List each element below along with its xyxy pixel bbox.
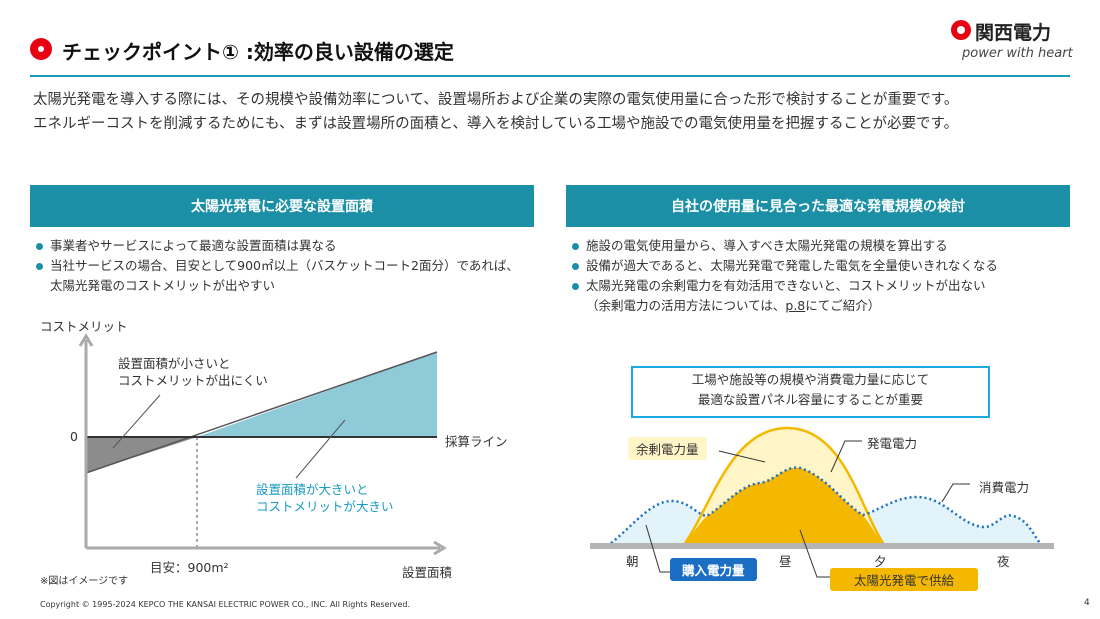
left-bullets: 事業者やサービスによって最適な設置面積は異なる 当社サービスの場合、目安として9… bbox=[36, 236, 531, 296]
callout-box: 工場や施設等の規模や消費電力量に応じて 最適な設置パネル容量にすることが重要 bbox=[631, 366, 990, 418]
threshold-label: 目安：900m² bbox=[150, 560, 229, 575]
right-section-heading: 自社の使用量に見合った最適な発電規模の検討 bbox=[566, 185, 1070, 227]
time-axis bbox=[590, 543, 1054, 549]
consumption-pointer bbox=[941, 483, 970, 503]
callout-line: 工場や施設等の規模や消費電力量に応じて bbox=[691, 372, 930, 387]
consumption-label: 消費電力 bbox=[979, 480, 1030, 495]
solar-supply-area bbox=[683, 467, 885, 546]
large-note-pointer bbox=[295, 419, 346, 479]
purchase-pointer bbox=[645, 524, 671, 573]
kepco-logo-icon bbox=[951, 20, 971, 40]
surplus-pointer bbox=[718, 450, 766, 463]
right-bullets: 施設の電気使用量から、導入すべき太陽光発電の規模を算出する 設備が過大であると、… bbox=[572, 236, 1067, 316]
x-axis-label: 設置面積 bbox=[402, 565, 453, 580]
bullet: 事業者やサービスによって最適な設置面積は異なる bbox=[36, 236, 531, 256]
small-area-note: 設置面積が小さいと コストメリットが出にくい bbox=[118, 356, 268, 388]
breakeven-label: 採算ライン bbox=[445, 434, 508, 449]
note-text: （余剰電力の活用方法については、 bbox=[586, 298, 786, 313]
bullet: 設備が過大であると、太陽光発電で発電した電気を全量使いきれなくなる bbox=[572, 256, 1067, 276]
large-area-note: 設置面積が大きいと コストメリットが大きい bbox=[256, 482, 394, 514]
bullet-note: （余剰電力の活用方法については、p.8にてご紹介） bbox=[572, 296, 1067, 316]
solar-supply-label: 太陽光発電で供給 bbox=[830, 568, 978, 591]
x-axis bbox=[86, 540, 447, 556]
time-night: 夜 bbox=[997, 554, 1010, 569]
bullet: 当社サービスの場合、目安として900㎡以上（バスケットコート2面分）であれば、太… bbox=[36, 256, 531, 296]
generation-pointer bbox=[830, 440, 862, 473]
checkpoint-icon bbox=[30, 38, 52, 60]
page-title: チェックポイント① :効率の良い設備の選定 bbox=[62, 40, 454, 64]
copyright: Copyright © 1995-2024 KEPCO THE KANSAI E… bbox=[40, 600, 411, 609]
y-axis bbox=[78, 333, 94, 548]
small-note-pointer bbox=[112, 394, 161, 449]
time-evening: 夕 bbox=[874, 554, 887, 569]
logo-tagline: power with heart bbox=[962, 46, 1073, 61]
title-divider bbox=[30, 75, 1070, 77]
note-text: にてご紹介） bbox=[805, 298, 881, 313]
intro-line-1: 太陽光発電を導入する際には、その規模や設備効率について、設置場所および企業の実際… bbox=[33, 92, 959, 108]
y-axis-label: コストメリット bbox=[40, 319, 128, 334]
bullet: 太陽光発電の余剰電力を有効活用できないと、コストメリットが出ない bbox=[572, 276, 1067, 296]
surplus-label: 余剰電力量 bbox=[628, 437, 707, 460]
page-number: 4 bbox=[1084, 598, 1090, 608]
page-8-link[interactable]: p.8 bbox=[785, 298, 806, 313]
supply-pointer bbox=[799, 529, 830, 578]
time-morning: 朝 bbox=[626, 554, 639, 569]
purchase-label: 購入電力量 bbox=[670, 558, 757, 581]
cost-merit-line bbox=[85, 351, 438, 474]
callout-line: 最適な設置パネル容量にすることが重要 bbox=[697, 392, 924, 407]
time-noon: 昼 bbox=[779, 554, 792, 569]
generation-label: 発電電力 bbox=[867, 436, 918, 451]
bullet: 施設の電気使用量から、導入すべき太陽光発電の規模を算出する bbox=[572, 236, 1067, 256]
left-section-heading: 太陽光発電に必要な設置面積 bbox=[30, 185, 534, 227]
footnote: ※図はイメージです bbox=[40, 576, 129, 587]
logo-name: 関西電力 bbox=[975, 22, 1052, 44]
zero-label: 0 bbox=[70, 429, 78, 444]
intro-line-2: エネルギーコストを削減するためにも、まずは設置場所の面積と、導入を検討している工… bbox=[33, 116, 959, 132]
